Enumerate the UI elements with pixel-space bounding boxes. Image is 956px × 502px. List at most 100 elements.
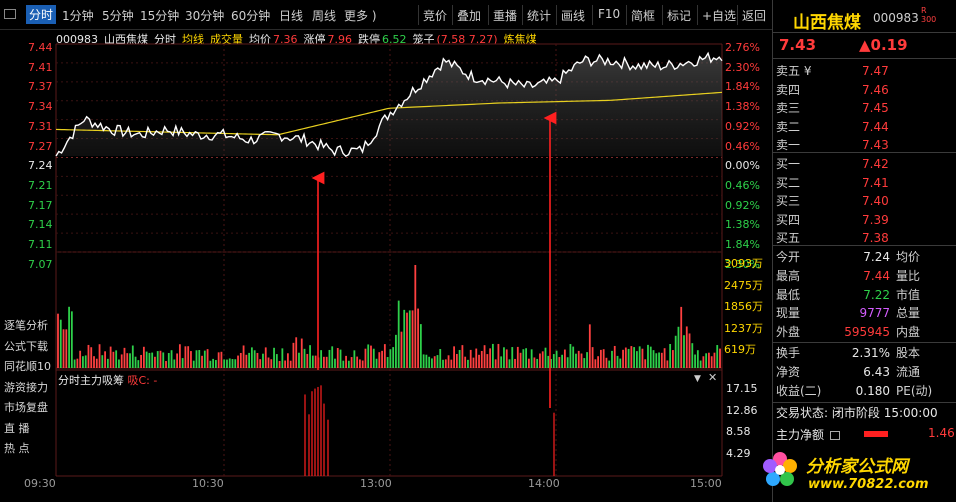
volume-bar (370, 345, 372, 368)
stat-label-2: PE(动) (896, 384, 933, 398)
tab-5min[interactable]: 5分钟 (102, 9, 134, 23)
ask-label: 卖五 ¥ (776, 64, 812, 78)
menu-icon[interactable] (4, 9, 16, 19)
stat-row: 今开 7.24 均价 (776, 248, 952, 267)
volume-bar (694, 354, 696, 368)
tab-60min[interactable]: 60分钟 (231, 9, 271, 23)
volume-bar (237, 355, 239, 368)
volume-bar (544, 347, 547, 368)
tab-more[interactable]: 更多 ) (344, 9, 377, 23)
volume-bar (602, 349, 605, 368)
tab-1min[interactable]: 1分钟 (62, 9, 94, 23)
volume-bar (345, 355, 347, 368)
f10-button[interactable]: F10 (598, 7, 621, 21)
bid-price: 7.38 (862, 231, 889, 246)
volume-bar (214, 360, 217, 368)
avg-line-legend[interactable]: 均线 (182, 33, 204, 46)
tab-weekly[interactable]: 周线 (312, 9, 337, 23)
tab-intraday[interactable]: 分时 (26, 5, 57, 24)
stat-label-2: 内盘 (896, 325, 921, 340)
stat-label: 换手 (776, 346, 801, 360)
volume-bar (552, 354, 555, 368)
tab-15min[interactable]: 15分钟 (140, 9, 180, 23)
volume-bar (142, 346, 145, 368)
price-tick-label: 7.24 (28, 159, 53, 173)
auction-button[interactable]: 竞价 (423, 9, 448, 23)
stat-label: 最高 (776, 268, 801, 283)
volume-bar (386, 357, 389, 368)
volume-bar (630, 346, 633, 368)
add-watchlist-button[interactable]: +自选 (702, 9, 737, 23)
overlay-button[interactable]: 叠加 (457, 9, 482, 23)
volume-bar (239, 352, 242, 368)
statistics-button[interactable]: 统计 (527, 9, 552, 23)
mark-button[interactable]: 标记 (667, 9, 692, 23)
volume-bar (228, 358, 231, 368)
percent-tick-label: 0.92% (725, 119, 760, 133)
simple-frame-button[interactable]: 简框 (631, 9, 656, 23)
volume-bar (716, 345, 719, 368)
volume-bar (165, 361, 167, 368)
replay-button[interactable]: 重播 (493, 9, 518, 23)
volume-bar (627, 348, 630, 368)
left-item-market-review[interactable]: 市场复盘 (4, 401, 48, 414)
back-button[interactable]: 返回 (742, 9, 767, 23)
table-icon[interactable] (829, 431, 840, 440)
sector-name[interactable]: 炼焦煤 (503, 33, 537, 46)
quote-price: 7.43 (779, 36, 817, 54)
stat-label-2: 流通 (896, 365, 921, 379)
volume-bar (267, 357, 270, 368)
left-item-formula-download[interactable]: 公式下载 (4, 339, 48, 353)
cage-value: (7.58 7.27) (436, 33, 498, 46)
volume-bar (672, 350, 674, 368)
quote-stock-name: 山西焦煤 (793, 13, 861, 33)
dropdown-icon[interactable]: ▼ (694, 374, 701, 384)
stat-row: 净资 6.43 流通 (776, 363, 952, 382)
stat-label: 净资 (776, 365, 801, 379)
volume-bar (572, 346, 575, 368)
volume-bar (613, 345, 616, 368)
volume-bar (588, 324, 591, 368)
trade-status: 交易状态: 闭市阶段 15:00:00 (776, 404, 938, 421)
draw-line-button[interactable]: 画线 (561, 9, 586, 23)
volume-bar (286, 353, 289, 368)
percent-tick-label: 1.84% (725, 80, 760, 94)
volume-bar (389, 349, 392, 368)
volume-legend[interactable]: 成交量 (210, 33, 243, 46)
indicator-header: 分时主力吸筹 吸C: - (58, 372, 157, 388)
volume-bar (713, 352, 716, 368)
indicator-title[interactable]: 分时主力吸筹 (58, 374, 124, 387)
volume-bar (461, 345, 464, 368)
volume-tick-label: 2475万 (724, 278, 763, 292)
volume-bar (320, 350, 323, 368)
volume-bar (666, 360, 669, 368)
close-icon[interactable]: ✕ (708, 371, 718, 384)
volume-bar (68, 306, 70, 368)
tab-daily[interactable]: 日线 (279, 9, 304, 23)
volume-bar (594, 359, 597, 368)
left-item-ths10[interactable]: 同花顺10 (4, 360, 51, 373)
volume-tick-label: 1856万 (724, 300, 763, 313)
tab-30min[interactable]: 30分钟 (185, 9, 225, 23)
percent-tick-label: 0.00% (725, 159, 760, 173)
volume-bar (65, 329, 68, 368)
left-item-hot-topics[interactable]: 热 点 (4, 442, 30, 455)
volume-bar (503, 347, 505, 368)
volume-bar (467, 359, 469, 368)
volume-bar (367, 344, 370, 368)
ask-price: 7.45 (862, 101, 889, 116)
volume-bar (372, 348, 375, 368)
stat-value: 9777 (859, 306, 890, 321)
left-item-live[interactable]: 直 播 (4, 421, 30, 435)
volume-bar (309, 345, 311, 368)
stat-row: 最低 7.22 市值 (776, 286, 952, 305)
left-item-tick-analysis[interactable]: 逐笔分析 (4, 319, 48, 332)
volume-bar (176, 353, 179, 368)
volume-bar (583, 358, 586, 368)
left-item-hot-money[interactable]: 游资接力 (4, 380, 48, 394)
price-tick-label: 7.21 (28, 178, 53, 192)
main-net-value: 1.46 (928, 426, 955, 440)
volume-bar (563, 349, 566, 368)
volume-bar (73, 359, 76, 368)
limit-up-label: 涨停 (303, 33, 326, 46)
